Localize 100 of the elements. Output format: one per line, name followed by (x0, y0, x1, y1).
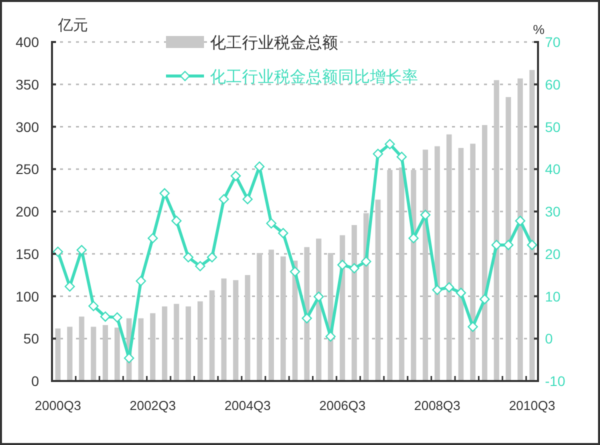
bar (138, 318, 144, 381)
x-tick-label: 2000Q3 (34, 398, 82, 413)
legend-label: 化工行业税金总额 (210, 34, 338, 52)
point (290, 266, 300, 277)
point (64, 281, 75, 292)
point (420, 210, 430, 220)
bar (221, 278, 227, 381)
bar (268, 250, 274, 381)
bar (399, 167, 404, 381)
bar (482, 125, 488, 381)
bar (162, 306, 168, 381)
point (480, 294, 490, 304)
y-tick-label: 250 (16, 161, 40, 178)
point (432, 284, 442, 295)
bar (494, 80, 500, 381)
bar (114, 328, 120, 381)
y2-tick-label: 30 (545, 204, 561, 220)
bar (67, 326, 72, 381)
y2-tick-label: 10 (545, 288, 561, 304)
y-tick-label: 200 (16, 204, 40, 220)
y-tick-label: 0 (31, 373, 40, 389)
point (230, 170, 241, 182)
y-tick-label: 50 (23, 330, 40, 347)
y-tick-label: 150 (16, 246, 40, 262)
point (314, 292, 324, 302)
bar (506, 97, 512, 381)
y2-axis-title: % (533, 22, 545, 37)
point (444, 282, 454, 292)
y-tick-label: 300 (16, 118, 40, 135)
point (160, 188, 170, 198)
bar (422, 150, 428, 381)
y-axis-title: 亿元 (57, 17, 88, 34)
bar (446, 134, 452, 381)
point (254, 161, 265, 172)
bar (387, 170, 392, 381)
point (503, 240, 514, 250)
bar (209, 290, 215, 381)
y-tick-label: 400 (16, 34, 40, 50)
bar (150, 313, 156, 381)
x-tick-label: 2008Q3 (414, 398, 460, 413)
bar (375, 200, 381, 381)
x-tick-label: 2002Q3 (130, 398, 176, 413)
point (302, 313, 312, 324)
bar (316, 238, 322, 381)
y2-tick-label: -10 (545, 373, 566, 389)
y-tick-label: 350 (16, 76, 40, 92)
bar (280, 256, 286, 381)
bar (434, 146, 440, 381)
point (361, 256, 372, 267)
bar (78, 316, 84, 381)
point (218, 194, 229, 204)
bar (198, 301, 203, 381)
point (183, 252, 194, 262)
point (349, 263, 360, 274)
x-tick-label: 2010Q3 (508, 398, 556, 413)
point (112, 312, 122, 323)
point (278, 228, 288, 238)
point (171, 216, 182, 226)
y2-tick-label: 20 (545, 246, 561, 262)
bar (186, 306, 191, 381)
point (384, 139, 395, 150)
point (337, 260, 348, 270)
bar (529, 70, 535, 381)
x-tick-label: 2004Q3 (224, 398, 271, 413)
point (526, 240, 538, 250)
bar (352, 225, 357, 381)
bar (518, 78, 523, 381)
y2-tick-label: 50 (545, 118, 561, 135)
bar (102, 325, 108, 381)
y-tick-label: 100 (16, 288, 40, 304)
y2-tick-label: 0 (545, 330, 553, 347)
bar (55, 328, 61, 381)
point (76, 244, 87, 256)
point (325, 331, 336, 342)
bar (233, 280, 238, 381)
bar (90, 326, 96, 381)
x-tick-label: 2006Q3 (319, 398, 366, 413)
point (242, 194, 253, 204)
point (148, 233, 158, 244)
bar (256, 253, 262, 381)
point (88, 300, 99, 312)
bar (470, 144, 476, 381)
point (396, 152, 407, 162)
bar (304, 247, 310, 381)
point (124, 353, 134, 364)
point (52, 246, 64, 257)
bar (244, 275, 250, 381)
point (468, 322, 478, 332)
point (372, 148, 384, 159)
point (491, 240, 502, 250)
bar (174, 304, 180, 381)
point (100, 311, 110, 322)
y2-tick-label: 60 (545, 76, 561, 92)
point (195, 261, 206, 272)
point (266, 218, 276, 228)
legend-label: 化工行业税金总额同比增长率 (210, 68, 418, 86)
y2-tick-label: 70 (545, 34, 561, 50)
point (136, 276, 146, 286)
point (515, 216, 526, 226)
y2-tick-label: 40 (545, 161, 561, 178)
